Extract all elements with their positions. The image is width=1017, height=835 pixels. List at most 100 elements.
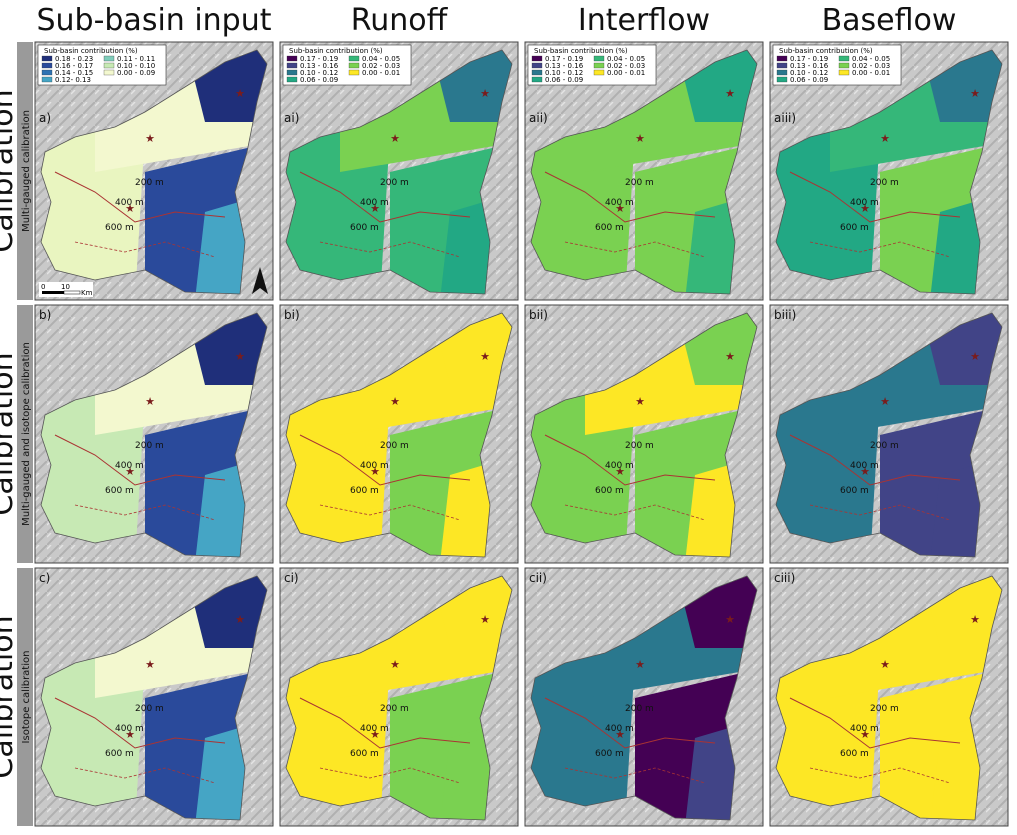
panel-label: biii) <box>774 308 796 322</box>
panel-label: b) <box>39 308 51 322</box>
legend-label: 0.06 - 0.09 <box>790 76 828 84</box>
gauge-star: ★ <box>480 350 490 363</box>
contour-label: 400 m <box>850 461 879 471</box>
legend-swatch <box>42 77 52 82</box>
map-panel: ★★★200 m400 m600 mci) <box>280 568 518 826</box>
legend-swatch <box>532 77 542 82</box>
contour-label: 400 m <box>850 198 879 208</box>
legend-swatch <box>532 70 542 75</box>
gauge-star: ★ <box>390 658 400 671</box>
row-label: Isotope calibration <box>21 651 32 744</box>
gauge-star: ★ <box>725 613 735 626</box>
legend: Sub-basin contribution (%)0.17 - 0.190.1… <box>528 45 656 85</box>
legend-title: Sub-basin contribution (%) <box>779 47 873 55</box>
legend-label: 0.00 - 0.01 <box>852 69 890 77</box>
contour-label: 600 m <box>840 749 869 759</box>
map-panel: ★★★200 m400 m600 mbiii) <box>770 305 1008 563</box>
legend-swatch <box>287 63 297 68</box>
contour-label: 200 m <box>135 178 164 188</box>
scale-segment <box>42 291 64 294</box>
legend-swatch <box>42 70 52 75</box>
contour-label: 200 m <box>135 704 164 714</box>
contour-label: 400 m <box>360 724 389 734</box>
gauge-star: ★ <box>970 350 980 363</box>
legend-swatch <box>104 63 114 68</box>
legend-label: 0.12- 0.13 <box>55 76 91 84</box>
contour-label: 200 m <box>625 704 654 714</box>
legend-swatch <box>532 56 542 61</box>
panel-label: cii) <box>529 571 547 585</box>
legend-swatch <box>777 77 787 82</box>
panel-label: bi) <box>284 308 300 322</box>
contour-label: 600 m <box>105 223 134 233</box>
map-panel: ★★★200 m400 m600 maii)Sub-basin contribu… <box>525 42 763 300</box>
legend-swatch <box>349 56 359 61</box>
legend-swatch <box>287 77 297 82</box>
legend-swatch <box>594 63 604 68</box>
gauge-star: ★ <box>970 613 980 626</box>
contour-label: 600 m <box>595 486 624 496</box>
contour-label: 600 m <box>350 223 379 233</box>
gauge-star: ★ <box>480 87 490 100</box>
panel-label: ci) <box>284 571 299 585</box>
legend-swatch <box>839 63 849 68</box>
legend-swatch <box>349 63 359 68</box>
scale-label: 10 <box>61 283 70 291</box>
gauge-star: ★ <box>145 658 155 671</box>
gauge-star: ★ <box>145 132 155 145</box>
contour-label: 200 m <box>870 441 899 451</box>
map-panel: ★★★200 m400 m600 mbi) <box>280 305 518 563</box>
legend-swatch <box>287 56 297 61</box>
panel-label: a) <box>39 111 51 125</box>
contour-label: 200 m <box>380 178 409 188</box>
panel-label: aii) <box>529 111 548 125</box>
gauge-star: ★ <box>635 658 645 671</box>
gauge-star: ★ <box>235 350 245 363</box>
gauge-star: ★ <box>725 87 735 100</box>
legend-swatch <box>532 63 542 68</box>
legend-swatch <box>839 70 849 75</box>
panel-label: ai) <box>284 111 299 125</box>
scale-bar: 010Km <box>39 282 93 297</box>
contour-label: 400 m <box>115 198 144 208</box>
legend-title: Sub-basin contribution (%) <box>44 47 138 55</box>
contour-label: 200 m <box>625 441 654 451</box>
gauge-star: ★ <box>235 87 245 100</box>
contour-label: 400 m <box>605 198 634 208</box>
contour-label: 400 m <box>115 724 144 734</box>
contour-label: 200 m <box>135 441 164 451</box>
scale-segment <box>64 291 80 294</box>
gauge-star: ★ <box>725 350 735 363</box>
legend-label: 0.06 - 0.09 <box>300 76 338 84</box>
legend-swatch <box>839 56 849 61</box>
contour-label: 600 m <box>840 223 869 233</box>
panel-label: ciii) <box>774 571 795 585</box>
legend-label: 0.00 - 0.01 <box>362 69 400 77</box>
legend-label: 0.00 - 0.01 <box>607 69 645 77</box>
contour-label: 400 m <box>360 198 389 208</box>
legend-swatch <box>104 70 114 75</box>
legend-swatch <box>349 70 359 75</box>
legend-swatch <box>42 63 52 68</box>
map-panel: ★★★200 m400 m600 mb) <box>35 305 273 563</box>
row-label: Multi-gauged and isotope calibration <box>21 342 32 526</box>
map-panel: ★★★200 m400 m600 mciii) <box>770 568 1008 826</box>
legend-label: 0.00 - 0.09 <box>117 69 155 77</box>
legend-label: 0.06 - 0.09 <box>545 76 583 84</box>
legend: Sub-basin contribution (%)0.17 - 0.190.1… <box>773 45 901 85</box>
contour-label: 400 m <box>605 724 634 734</box>
figure: Sub-basin inputRunoffInterflowBaseflowCa… <box>0 0 1017 831</box>
column-header: Baseflow <box>822 3 957 38</box>
contour-label: 600 m <box>595 749 624 759</box>
legend-swatch <box>104 56 114 61</box>
contour-label: 200 m <box>625 178 654 188</box>
contour-label: 600 m <box>105 749 134 759</box>
contour-label: 200 m <box>380 704 409 714</box>
gauge-star: ★ <box>390 132 400 145</box>
contour-label: 600 m <box>840 486 869 496</box>
legend-swatch <box>777 63 787 68</box>
